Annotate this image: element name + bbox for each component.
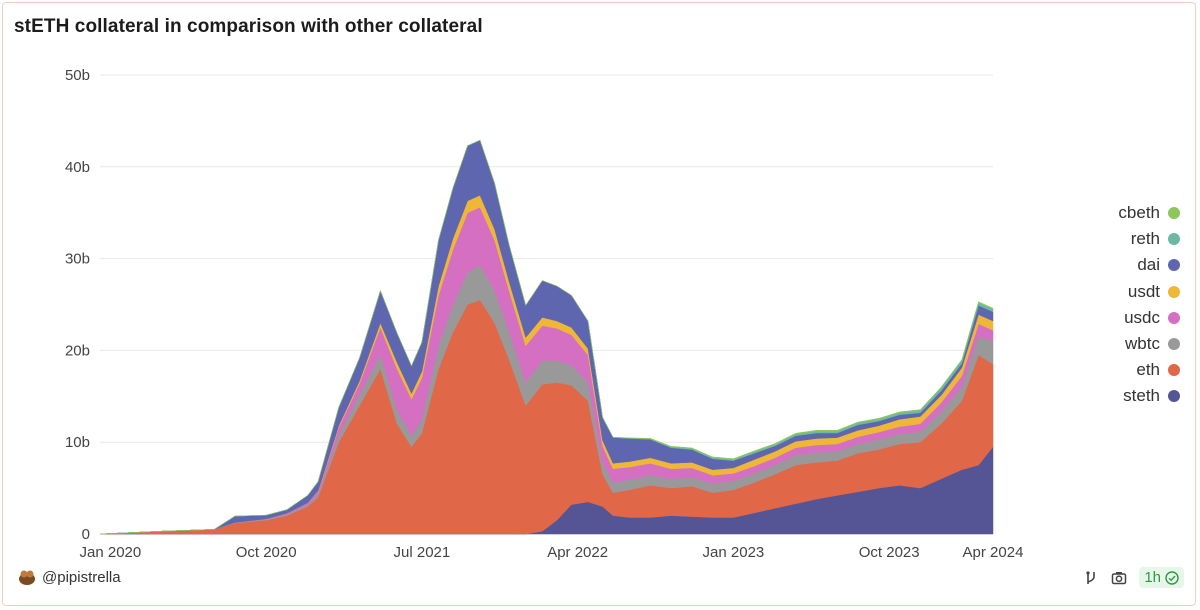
legend-label: reth bbox=[1130, 229, 1160, 249]
area-cbeth[interactable] bbox=[99, 139, 994, 535]
refresh-badge[interactable]: 1h bbox=[1139, 567, 1184, 588]
legend-dot bbox=[1168, 311, 1180, 324]
legend: cbeth reth dai usdt usdc wbtc eth steth bbox=[1118, 200, 1180, 410]
legend-item-cbeth[interactable]: cbeth bbox=[1118, 200, 1180, 226]
avatar-icon bbox=[19, 570, 35, 585]
refresh-label: 1h bbox=[1144, 569, 1161, 586]
x-tick-label: Jan 2023 bbox=[703, 544, 765, 561]
y-axis: 0 10b 20b 30b 40b 50b bbox=[65, 67, 90, 543]
area-series bbox=[99, 139, 994, 535]
legend-label: usdc bbox=[1124, 307, 1160, 327]
legend-item-wbtc[interactable]: wbtc bbox=[1118, 331, 1180, 357]
author-credit[interactable]: @pipistrella bbox=[18, 568, 121, 586]
legend-dot bbox=[1168, 259, 1180, 272]
legend-dot bbox=[1168, 364, 1180, 377]
check-circle-icon bbox=[1165, 570, 1179, 585]
legend-label: wbtc bbox=[1125, 334, 1160, 354]
legend-label: steth bbox=[1123, 386, 1160, 406]
legend-dot bbox=[1168, 390, 1180, 403]
author-name: @pipistrella bbox=[42, 568, 121, 586]
footer-actions: 1h bbox=[1083, 567, 1184, 588]
y-tick-label: 30b bbox=[65, 251, 90, 268]
legend-label: eth bbox=[1136, 360, 1160, 380]
legend-item-usdc[interactable]: usdc bbox=[1118, 305, 1180, 331]
camera-icon[interactable] bbox=[1111, 570, 1127, 586]
x-tick-label: Jan 2020 bbox=[80, 544, 142, 561]
y-tick-label: 10b bbox=[65, 434, 90, 451]
legend-dot bbox=[1168, 285, 1180, 298]
legend-dot bbox=[1168, 233, 1180, 246]
legend-dot bbox=[1168, 207, 1180, 220]
x-tick-label: Oct 2020 bbox=[236, 544, 297, 561]
legend-label: cbeth bbox=[1118, 203, 1160, 223]
x-tick-label: Apr 2024 bbox=[963, 544, 1024, 561]
y-tick-label: 0 bbox=[82, 526, 90, 543]
legend-item-reth[interactable]: reth bbox=[1118, 226, 1180, 252]
x-tick-label: Jul 2021 bbox=[394, 544, 451, 561]
y-tick-label: 40b bbox=[65, 159, 90, 176]
x-tick-label: Apr 2022 bbox=[547, 544, 608, 561]
legend-item-dai[interactable]: dai bbox=[1118, 252, 1180, 278]
x-tick-label: Oct 2023 bbox=[859, 544, 920, 561]
chart-title: stETH collateral in comparison with othe… bbox=[14, 16, 483, 37]
legend-label: dai bbox=[1137, 255, 1160, 275]
legend-item-steth[interactable]: steth bbox=[1118, 383, 1180, 409]
fork-icon[interactable] bbox=[1083, 570, 1099, 586]
y-tick-label: 50b bbox=[65, 67, 90, 84]
legend-item-eth[interactable]: eth bbox=[1118, 357, 1180, 383]
legend-item-usdt[interactable]: usdt bbox=[1118, 279, 1180, 305]
legend-label: usdt bbox=[1127, 281, 1160, 301]
x-axis: Jan 2020 Oct 2020 Jul 2021 Apr 2022 Jan 2023… bbox=[80, 544, 1024, 561]
y-tick-label: 20b bbox=[65, 342, 90, 359]
legend-dot bbox=[1168, 338, 1180, 351]
